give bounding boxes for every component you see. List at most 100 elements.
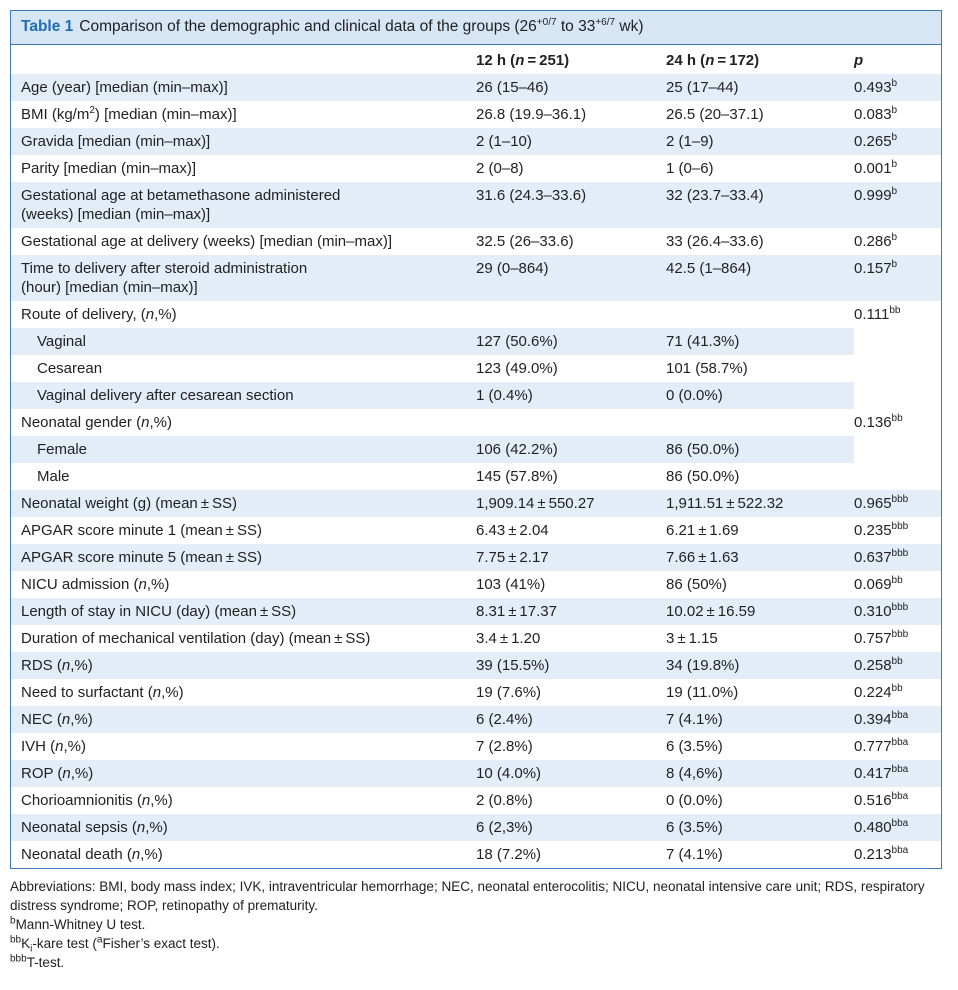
table-row: NICU admission (n,%) 103 (41%) 86 (50%) 0.0…: [11, 571, 941, 598]
row-label: Time to delivery after steroid administr…: [11, 255, 476, 301]
italic: n: [152, 684, 162, 701]
superscript: bba: [891, 791, 909, 802]
cell: 31.6 (24.3–33.6): [476, 182, 666, 228]
text: ,%): [63, 738, 87, 755]
row-label: Gestational age at betamethasone adminis…: [11, 182, 476, 228]
cell: 6 (3.5%): [666, 738, 723, 755]
text: Mann-Whitney U test.: [15, 917, 146, 932]
row-label: Length of stay in NICU (day) (mean ± SS): [11, 598, 476, 625]
header-cell: p: [854, 45, 941, 74]
row-label: APGAR score minute 5 (mean ± SS): [11, 544, 476, 571]
text: to 33: [556, 18, 596, 35]
text: T-test.: [26, 955, 65, 970]
superscript: bbb: [891, 602, 909, 613]
cell: 32 (23.7–33.4): [666, 182, 854, 228]
cell: 8.31 ± 17.37: [476, 598, 666, 625]
cell: 7 (2.8%): [476, 738, 533, 755]
subscript: i: [30, 943, 33, 955]
text: 0.965: [854, 495, 892, 512]
text: NEC (: [21, 711, 62, 728]
header-cell: 12 h (n = 251): [476, 45, 666, 74]
superscript: bba: [891, 737, 909, 748]
table-row: Neonatal death (n,%) 18 (7.2%) 7 (4.1%) 0.2…: [11, 841, 941, 868]
cell: 7.66 ± 1.63: [666, 544, 854, 571]
cell: 103 (41%): [476, 576, 546, 593]
p-value: 0.083b: [854, 101, 941, 128]
superscript: a: [96, 934, 103, 946]
text: ,%): [70, 657, 93, 674]
cell: 2 (0.8%): [476, 792, 533, 809]
p-value: 0.235bbb: [854, 517, 941, 544]
table-row: IVH (n,%) 7 (2.8%) 6 (3.5%) 0.777bba: [11, 733, 941, 760]
row-label: Gestational age at delivery (weeks) [med…: [21, 233, 392, 250]
cell: 6.21 ± 1.69: [666, 522, 739, 539]
table-row: Need to surfactant (n,%) 19 (7.6%) 19 (11.…: [11, 679, 941, 706]
superscript: bb: [891, 575, 903, 586]
text: ,%): [154, 306, 177, 323]
superscript: 2: [89, 105, 95, 116]
page: Table 1 Comparison of the demographic and…: [10, 10, 942, 972]
superscript: bbb: [891, 548, 909, 559]
p-value: 0.417bba: [854, 760, 941, 787]
cell: 86 (50.0%): [666, 436, 854, 463]
text: = 172): [714, 52, 760, 69]
cell: 10 (4.0%): [476, 760, 666, 787]
cell: 3 ± 1.15: [666, 630, 718, 647]
table-row: APGAR score minute 5 (mean ± SS) 7.75 ± 2…: [11, 544, 941, 571]
row-label: BMI (kg/m2) [median (min–max)]: [11, 101, 476, 128]
cell: 26.5 (20–37.1): [666, 106, 764, 123]
superscript: bbb: [10, 953, 27, 965]
text: 24 h (: [666, 52, 706, 69]
table-row: Chorioamnionitis (n,%) 2 (0.8%) 0 (0.0%) 0.…: [11, 787, 941, 814]
cell: 7 (4.1%): [666, 706, 854, 733]
p-value: 0.258bb: [854, 652, 941, 679]
cell: 39 (15.5%): [476, 652, 666, 679]
text: 0.157: [854, 260, 892, 277]
text: ,%): [149, 414, 172, 431]
cell: 34 (19.8%): [666, 652, 854, 679]
text: ,%): [146, 576, 170, 593]
superscript: +6/7: [595, 16, 616, 28]
table-row: Duration of mechanical ventilation (day)…: [11, 625, 941, 652]
p-value: 0.480bba: [854, 814, 941, 841]
p-value: 0.999b: [854, 182, 941, 228]
text: ,%): [70, 711, 93, 728]
table-caption: Table 1 Comparison of the demographic and…: [11, 11, 941, 45]
p-value: 0.493b: [854, 74, 941, 101]
footnote: bbbT-test.: [10, 953, 940, 972]
p-value: 0.265b: [854, 128, 941, 155]
row-label: Vaginal: [11, 328, 476, 355]
cell: 8 (4,6%): [666, 760, 854, 787]
table-frame: Table 1 Comparison of the demographic and…: [10, 10, 942, 869]
table-row: Female 106 (42.2%) 86 (50.0%): [11, 436, 941, 463]
cell: 7.75 ± 2.17: [476, 544, 666, 571]
text: K: [21, 936, 31, 951]
italic: n: [62, 765, 71, 782]
cell: 18 (7.2%): [476, 846, 542, 863]
text: BMI (kg/m: [21, 106, 90, 123]
cell: [476, 301, 666, 328]
italic: n: [61, 711, 71, 728]
superscript: bb: [889, 305, 901, 316]
text: 0.516: [854, 792, 892, 809]
cell: 29 (0–864): [476, 255, 666, 301]
italic: n: [136, 819, 146, 836]
superscript: bb: [891, 656, 903, 667]
row-label: Vaginal delivery after cesarean section: [11, 382, 476, 409]
table-body: Age (year) [median (min–max)] 26 (15–46) 2…: [11, 74, 941, 868]
row-label: NEC (n,%): [11, 706, 476, 733]
header-cell: 24 h (n = 172): [666, 45, 854, 74]
row-label: Route of delivery, (n,%): [11, 301, 476, 328]
italic: n: [141, 792, 151, 809]
italic: n: [138, 576, 147, 593]
footnotes: Abbreviations: BMI, body mass index; IVK…: [10, 877, 940, 972]
cell: 19 (11.0%): [666, 684, 739, 701]
row-label: Parity [median (min–max)]: [21, 160, 197, 177]
table-row: Neonatal sepsis (n,%) 6 (2,3%) 6 (3.5%) 0.4…: [11, 814, 941, 841]
text: 0.224: [854, 684, 892, 701]
table: 12 h (n = 251) 24 h (n = 172) p Age (year)…: [11, 45, 941, 868]
table-row: Cesarean 123 (49.0%) 101 (58.7%): [11, 355, 941, 382]
italic: n: [131, 846, 141, 863]
cell: 10.02 ± 16.59: [666, 598, 854, 625]
row-label: Neonatal gender (n,%): [11, 409, 476, 436]
